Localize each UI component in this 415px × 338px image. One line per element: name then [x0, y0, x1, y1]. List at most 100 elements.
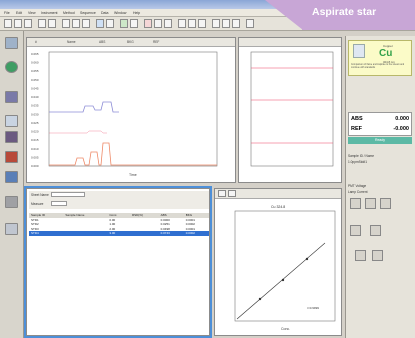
element-logo-icon	[353, 44, 365, 58]
spectra-icon[interactable]	[5, 196, 18, 208]
grid-icon[interactable]	[106, 19, 114, 28]
fit-icon[interactable]	[218, 190, 226, 197]
cell: 0.0251	[160, 222, 170, 227]
lamp-tool-icon[interactable]	[5, 131, 18, 143]
new-icon[interactable]	[4, 19, 12, 28]
auto-zero-icon[interactable]	[178, 19, 186, 28]
callout-text: Aspirate star	[312, 6, 377, 18]
flame-icon[interactable]	[144, 19, 152, 28]
table-row[interactable]: STD2 1.00 0.0251 0.0002	[29, 222, 209, 227]
zoom-fit-icon[interactable]	[228, 190, 236, 197]
signal-plot: 0.065 0.060 0.055 0.050 0.045 0.040 0.035 0.030…	[31, 51, 218, 177]
col-abs-value: ABS	[160, 213, 167, 218]
sample-button[interactable]	[372, 250, 383, 261]
stop-icon[interactable]	[198, 19, 206, 28]
menu-help[interactable]: Help	[133, 11, 141, 15]
table-row-selected[interactable]: STD4 3.00 0.0743 0.0002	[29, 231, 209, 236]
read-button[interactable]	[350, 225, 361, 236]
y-tick-label: 0.020	[31, 130, 39, 134]
sequence-icon[interactable]	[212, 19, 220, 28]
element-card: Copper Cu 324.8 nm Comparison of flame a…	[348, 40, 412, 76]
cell: 0.0000	[160, 217, 170, 222]
sample-icon[interactable]	[5, 61, 18, 73]
col-sample-id: Sample ID	[31, 213, 46, 218]
preview-icon[interactable]	[48, 19, 56, 28]
pmt-label: PMT Voltage	[348, 184, 367, 188]
menu-data[interactable]: Data	[101, 11, 109, 15]
table-icon[interactable]	[96, 19, 104, 28]
print-icon[interactable]	[38, 19, 46, 28]
readout-box: ABS 0.000 REF -0.000	[348, 112, 412, 136]
settings-icon[interactable]	[5, 223, 18, 235]
menu-method[interactable]: Method	[63, 11, 75, 15]
open-icon[interactable]	[14, 19, 22, 28]
sheet-name-label: Sheet Name	[31, 193, 49, 197]
sample-id-value: 1.0ppmStd#1	[348, 160, 367, 164]
menu-sequence[interactable]: Sequence	[80, 11, 96, 15]
cell: 0.00	[109, 217, 116, 222]
menu-window[interactable]: Window	[114, 11, 127, 15]
calibrate-icon[interactable]	[222, 19, 230, 28]
cell: STD1	[31, 217, 39, 222]
cell	[63, 231, 108, 236]
chart-icon[interactable]	[120, 19, 128, 28]
standard-button[interactable]	[355, 250, 366, 261]
y-tick-label: 0.065	[31, 52, 39, 56]
flame-off-button[interactable]	[365, 198, 376, 209]
results-icon[interactable]	[5, 151, 18, 163]
menu-edit[interactable]: Edit	[16, 11, 23, 15]
results-panel: Sheet Name Measure Sample ID Sample Name…	[24, 186, 212, 338]
method-icon[interactable]	[5, 37, 18, 49]
gas-icon[interactable]	[164, 19, 172, 28]
ref-value: -0.000	[393, 126, 409, 132]
ignite-button[interactable]	[380, 198, 391, 209]
y-tick-label: 0.055	[31, 69, 39, 73]
flame-on-button[interactable]	[350, 198, 361, 209]
lamp-icon[interactable]	[154, 19, 162, 28]
cut-icon[interactable]	[62, 19, 70, 28]
col-bkg-value: BKG	[185, 213, 193, 218]
y-tick-label: 0.025	[31, 121, 39, 125]
table-row[interactable]: STD3 2.00 0.0498 0.0001	[29, 227, 209, 232]
measure-icon[interactable]	[188, 19, 196, 28]
zoom-icon[interactable]	[130, 19, 138, 28]
y-tick-label: 0.050	[31, 78, 39, 82]
signal-panel-header: # Name ABS BKG REF	[27, 38, 235, 47]
connect-icon[interactable]	[5, 91, 18, 103]
cell: STD3	[31, 226, 39, 231]
menu-file[interactable]: File	[4, 11, 10, 15]
help-icon[interactable]	[246, 19, 254, 28]
y-tick-label: 0.000	[31, 164, 39, 168]
abs-label: ABS	[351, 116, 363, 122]
cell: 0.0498	[160, 226, 170, 231]
peak-plot	[250, 51, 334, 167]
ref-label: REF	[351, 126, 362, 132]
col-abs: ABS	[99, 40, 106, 44]
copy-icon[interactable]	[72, 19, 80, 28]
cell: STD4	[29, 231, 64, 236]
cell: STD2	[31, 222, 39, 227]
menu-bar: File Edit View Instrument Method Sequenc…	[0, 9, 415, 17]
table-row[interactable]: STD1 0.00 0.0000 0.0001	[29, 218, 209, 223]
save-icon[interactable]	[24, 19, 32, 28]
y-tick-label: 0.015	[31, 138, 39, 142]
calibration-title: Cu 324.8	[271, 205, 285, 209]
lamp-current-label: Lamp Current	[348, 190, 368, 194]
cell	[129, 231, 159, 236]
report-tool-icon[interactable]	[5, 171, 18, 183]
measure-select[interactable]	[51, 201, 67, 206]
status-bar: Ready	[348, 137, 412, 144]
report-icon[interactable]	[232, 19, 240, 28]
cell: 2.00	[109, 226, 116, 231]
calibration-panel: Cu 324.8 r=0.9999 Conc.	[214, 188, 342, 336]
menu-view[interactable]: View	[28, 11, 36, 15]
paste-icon[interactable]	[82, 19, 90, 28]
flame-tool-icon[interactable]	[5, 115, 18, 127]
sheet-name-select[interactable]	[51, 192, 85, 197]
col-conc: Conc.	[109, 213, 118, 218]
col-bkg: BKG	[127, 40, 134, 44]
calibration-header	[215, 189, 341, 199]
y-tick-label: 0.035	[31, 104, 39, 108]
auto-zero-button[interactable]	[370, 225, 381, 236]
menu-instrument[interactable]: Instrument	[41, 11, 58, 15]
